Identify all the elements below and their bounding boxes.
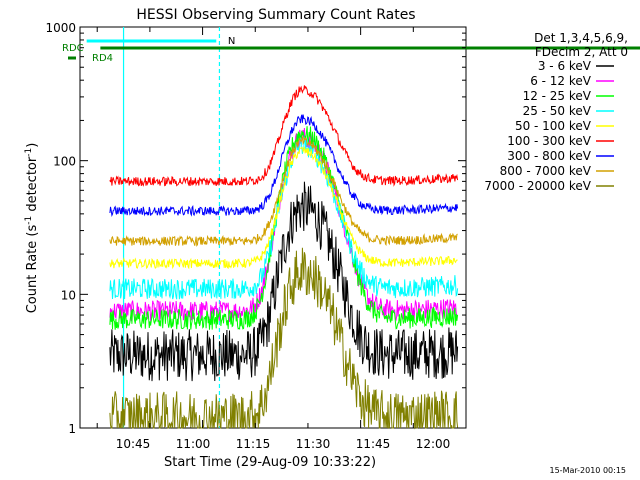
- x-axis-label: Start Time (29-Aug-09 10:33:22): [164, 455, 376, 470]
- legend-entry-label: 7000 - 20000 keV: [484, 179, 591, 193]
- x-tick-label: 11:30: [296, 437, 331, 451]
- y-axis-label-part: ): [25, 143, 40, 148]
- series-line: [109, 146, 458, 270]
- legend-entry-label: 3 - 6 keV: [538, 59, 592, 73]
- chart-title: HESSI Observing Summary Count Rates: [136, 7, 415, 23]
- series-line: [109, 126, 459, 330]
- y-axis-label-part: detector: [25, 156, 40, 216]
- plot-area: N RDC RD4: [62, 26, 640, 430]
- y-axis-label-sup: -1: [24, 216, 34, 225]
- legend-entry-label: 800 - 7000 keV: [500, 164, 592, 178]
- y-tick-label: 10: [61, 288, 76, 302]
- x-tick-label: 10:45: [116, 437, 151, 451]
- legend: Det 1,3,4,5,6,9, FDecim 2, Att 0 3 - 6 k…: [484, 31, 628, 193]
- series-line: [109, 181, 459, 382]
- x-axis: 10:45 11:00 11:15 11:30 11:45 12:00: [96, 27, 451, 451]
- legend-entry-label: 12 - 25 keV: [523, 89, 592, 103]
- series-line: [109, 247, 459, 430]
- y-axis-label-sup: -1: [24, 148, 34, 157]
- y-axis-label: Count Rate (s-1 detector-1): [24, 143, 40, 314]
- y-axis-label-part: Count Rate (s: [25, 225, 40, 314]
- flag-rd4-label: RD4: [92, 53, 113, 64]
- legend-entry-label: 6 - 12 keV: [530, 74, 592, 88]
- series-line: [109, 136, 459, 300]
- flag-rdc-label: RDC: [62, 43, 84, 54]
- legend-entry-label: 100 - 300 keV: [507, 134, 591, 148]
- legend-entry-label: 25 - 50 keV: [523, 104, 592, 118]
- y-axis: 1 10 100 1000: [45, 21, 466, 436]
- series-line: [109, 85, 459, 187]
- render-timestamp: 15-Mar-2010 00:15: [550, 466, 627, 475]
- plot-frame: [79, 26, 467, 429]
- x-tick-label: 11:15: [236, 437, 271, 451]
- y-tick-label: 1000: [45, 21, 76, 35]
- legend-header-line: Det 1,3,4,5,6,9,: [534, 31, 628, 45]
- x-tick-label: 11:00: [176, 437, 211, 451]
- x-tick-label: 12:00: [416, 437, 451, 451]
- legend-entry-label: 50 - 100 keV: [515, 119, 592, 133]
- series-line: [109, 136, 458, 247]
- flag-n-label: N: [228, 36, 235, 47]
- legend-header-line: FDecim 2, Att 0: [535, 45, 628, 59]
- legend-entry-label: 300 - 800 keV: [507, 149, 591, 163]
- series-line: [109, 114, 459, 217]
- y-tick-label: 1: [68, 422, 76, 436]
- y-tick-label: 100: [53, 155, 76, 169]
- x-tick-label: 11:45: [356, 437, 391, 451]
